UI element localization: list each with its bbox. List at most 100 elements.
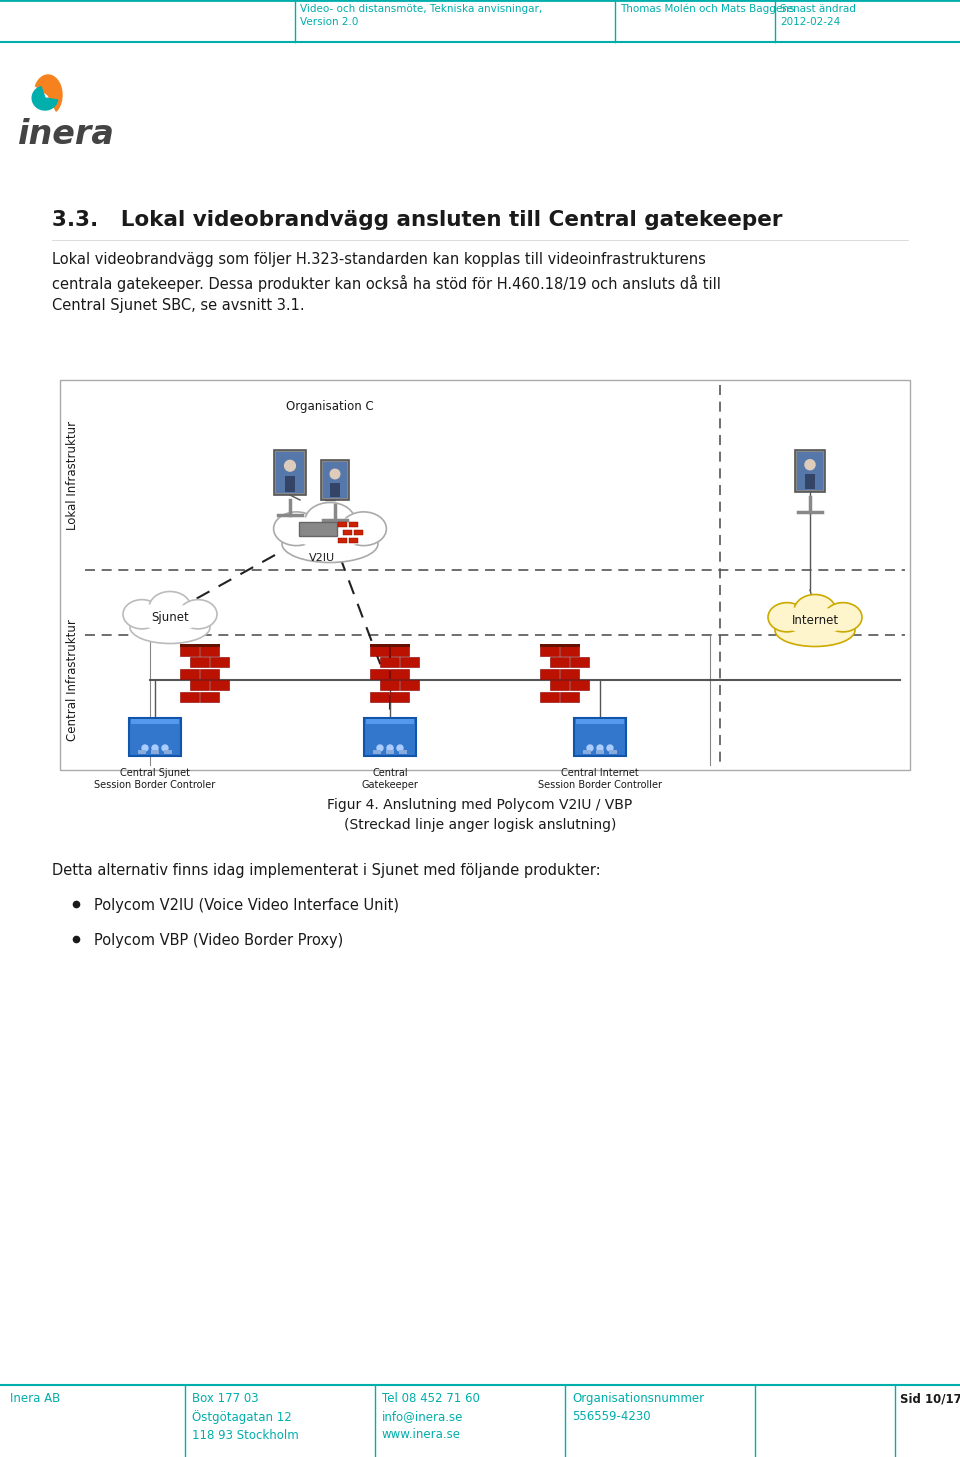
Text: Organisation C: Organisation C (286, 401, 373, 412)
Ellipse shape (288, 517, 324, 541)
Ellipse shape (820, 608, 850, 627)
FancyBboxPatch shape (364, 718, 416, 756)
FancyBboxPatch shape (560, 645, 579, 656)
FancyBboxPatch shape (609, 750, 617, 755)
Text: Internet: Internet (791, 613, 839, 627)
FancyBboxPatch shape (338, 538, 347, 543)
Ellipse shape (130, 610, 210, 644)
FancyBboxPatch shape (200, 669, 219, 679)
FancyBboxPatch shape (550, 657, 568, 667)
Text: 3.3.   Lokal videobrandvägg ansluten till Central gatekeeper: 3.3. Lokal videobrandvägg ansluten till … (52, 210, 782, 230)
Circle shape (587, 745, 593, 750)
Text: Thomas Molén och Mats Baggens: Thomas Molén och Mats Baggens (620, 4, 794, 15)
FancyBboxPatch shape (400, 657, 419, 667)
FancyBboxPatch shape (131, 718, 179, 724)
FancyBboxPatch shape (180, 692, 199, 702)
FancyBboxPatch shape (373, 750, 381, 755)
Text: Organisationsnummer
556559-4230: Organisationsnummer 556559-4230 (572, 1391, 704, 1423)
Text: Polycom V2IU (Voice Video Interface Unit): Polycom V2IU (Voice Video Interface Unit… (94, 898, 399, 914)
FancyBboxPatch shape (540, 645, 559, 656)
FancyBboxPatch shape (596, 750, 604, 755)
FancyBboxPatch shape (349, 538, 358, 543)
FancyBboxPatch shape (574, 718, 626, 756)
Ellipse shape (780, 608, 850, 634)
Text: Box 177 03
Östgötagatan 12
118 93 Stockholm: Box 177 03 Östgötagatan 12 118 93 Stockh… (192, 1391, 299, 1442)
Text: Lokal Infrastruktur: Lokal Infrastruktur (65, 421, 79, 529)
FancyBboxPatch shape (151, 750, 159, 755)
Text: Sjunet: Sjunet (151, 610, 189, 624)
Circle shape (597, 745, 603, 750)
Ellipse shape (175, 605, 205, 624)
FancyBboxPatch shape (540, 669, 559, 679)
Text: Tel 08 452 71 60
info@inera.se
www.inera.se: Tel 08 452 71 60 info@inera.se www.inera… (382, 1391, 480, 1441)
FancyBboxPatch shape (540, 644, 580, 647)
FancyBboxPatch shape (274, 450, 306, 495)
Ellipse shape (336, 517, 372, 541)
Text: Central
Gatekeeper: Central Gatekeeper (362, 768, 419, 790)
Text: inera: inera (18, 118, 115, 152)
Text: V2IU: V2IU (309, 554, 335, 562)
FancyBboxPatch shape (370, 669, 389, 679)
Circle shape (397, 745, 403, 750)
FancyBboxPatch shape (180, 669, 199, 679)
FancyBboxPatch shape (797, 452, 823, 490)
Ellipse shape (123, 600, 161, 629)
Ellipse shape (274, 511, 319, 545)
Text: Inera AB: Inera AB (10, 1391, 60, 1405)
FancyBboxPatch shape (370, 644, 410, 647)
Ellipse shape (768, 603, 806, 632)
FancyBboxPatch shape (370, 645, 389, 656)
Circle shape (377, 745, 383, 750)
Text: Central Sjunet
Session Border Controler: Central Sjunet Session Border Controler (94, 768, 216, 790)
Polygon shape (36, 74, 62, 111)
Text: Detta alternativ finns idag implementerat i Sjunet med följande produkter:: Detta alternativ finns idag implementera… (52, 863, 601, 879)
Ellipse shape (341, 511, 386, 545)
FancyBboxPatch shape (138, 750, 146, 755)
FancyBboxPatch shape (400, 680, 419, 691)
Polygon shape (33, 86, 58, 109)
FancyBboxPatch shape (390, 692, 409, 702)
Ellipse shape (135, 605, 205, 631)
FancyBboxPatch shape (180, 644, 220, 647)
Text: Lokal videobrandvägg som följer H.323-standarden kan kopplas till videoinfrastru: Lokal videobrandvägg som följer H.323-st… (52, 252, 721, 313)
Text: Senast ändrad
2012-02-24: Senast ändrad 2012-02-24 (780, 4, 856, 28)
FancyBboxPatch shape (180, 645, 199, 656)
Text: (Streckad linje anger logisk anslutning): (Streckad linje anger logisk anslutning) (344, 817, 616, 832)
FancyBboxPatch shape (129, 718, 181, 756)
Ellipse shape (305, 503, 355, 541)
FancyBboxPatch shape (380, 680, 398, 691)
FancyBboxPatch shape (349, 522, 358, 527)
FancyBboxPatch shape (380, 657, 398, 667)
Text: Central Infrastruktur: Central Infrastruktur (65, 619, 79, 742)
FancyBboxPatch shape (583, 750, 591, 755)
Circle shape (804, 459, 815, 469)
Bar (60, 380, 910, 769)
Circle shape (284, 460, 296, 471)
FancyBboxPatch shape (285, 476, 295, 492)
FancyBboxPatch shape (276, 452, 304, 492)
FancyBboxPatch shape (354, 530, 363, 535)
FancyBboxPatch shape (366, 718, 414, 724)
Ellipse shape (794, 594, 836, 627)
FancyBboxPatch shape (570, 680, 588, 691)
FancyBboxPatch shape (540, 692, 559, 702)
FancyBboxPatch shape (386, 750, 394, 755)
Ellipse shape (149, 592, 191, 624)
Ellipse shape (135, 605, 165, 624)
FancyBboxPatch shape (805, 475, 815, 490)
FancyBboxPatch shape (200, 692, 219, 702)
Ellipse shape (775, 613, 855, 647)
Ellipse shape (179, 600, 217, 629)
FancyBboxPatch shape (390, 645, 409, 656)
FancyBboxPatch shape (795, 450, 825, 492)
FancyBboxPatch shape (560, 692, 579, 702)
FancyBboxPatch shape (560, 669, 579, 679)
Circle shape (162, 745, 168, 750)
FancyBboxPatch shape (390, 669, 409, 679)
Circle shape (152, 745, 158, 750)
Circle shape (387, 745, 393, 750)
FancyBboxPatch shape (210, 680, 228, 691)
Text: Central Internet
Session Border Controller: Central Internet Session Border Controll… (538, 768, 662, 790)
FancyBboxPatch shape (200, 645, 219, 656)
Ellipse shape (282, 525, 378, 562)
